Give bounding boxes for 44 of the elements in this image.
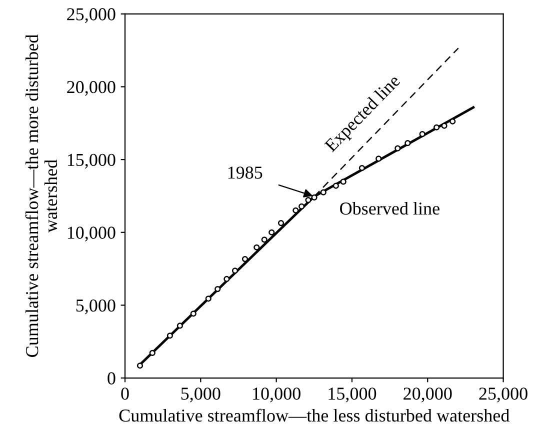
- point: [298, 203, 305, 210]
- x-tick-label: 15,000: [328, 388, 376, 402]
- point: [332, 182, 339, 189]
- x-tick-label: 20,000: [404, 388, 452, 402]
- point: [376, 156, 382, 162]
- point: [205, 296, 212, 302]
- series-label: Observed line: [340, 202, 440, 215]
- x-tick-label: 25,000: [479, 388, 528, 402]
- point: [404, 140, 411, 146]
- point: [433, 124, 440, 130]
- point: [224, 276, 230, 282]
- point: [214, 286, 221, 292]
- point: [340, 178, 346, 185]
- y-tick-label: 25,000: [67, 8, 116, 23]
- point: [176, 322, 183, 329]
- point: [254, 244, 260, 250]
- annotation: 1985: [228, 166, 262, 179]
- point: [292, 207, 299, 214]
- y-tick-label: 10,000: [68, 226, 116, 242]
- y-tick-label: 20,000: [67, 80, 116, 96]
- x-tick-label: 5,000: [181, 388, 220, 402]
- point: [268, 229, 275, 236]
- point: [305, 196, 312, 204]
- point: [136, 362, 144, 369]
- point: [320, 189, 326, 196]
- point: [419, 131, 426, 138]
- x-tick-label: 0: [121, 388, 129, 400]
- y-axis-title: Cumulative streamflow—the more disturbed watershed: [25, 34, 58, 357]
- point: [311, 194, 318, 200]
- y-tick-label: 0: [108, 372, 116, 384]
- point: [261, 236, 268, 243]
- y-tick-label: 5,000: [76, 299, 116, 314]
- point: [190, 310, 196, 317]
- point: [166, 332, 174, 339]
- point: [149, 350, 156, 356]
- point: [441, 122, 448, 129]
- point: [278, 220, 284, 226]
- y-tick-label: 15,000: [68, 154, 116, 169]
- point: [232, 268, 238, 274]
- x-axis-title: Cumulative streamflow—the less disturbed watershed: [119, 408, 510, 422]
- point: [242, 256, 248, 262]
- x-tick-label: 10,000: [253, 388, 300, 402]
- point: [358, 164, 366, 172]
- point: [394, 145, 401, 152]
